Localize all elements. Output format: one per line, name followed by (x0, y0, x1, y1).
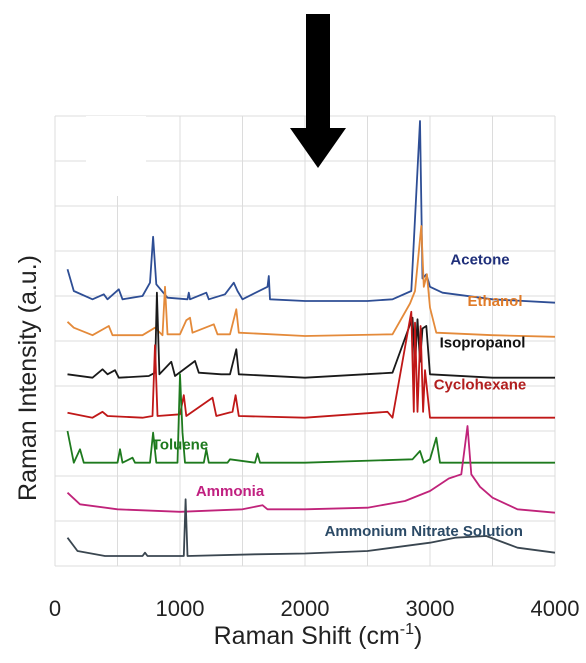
inset-blank-box (86, 116, 146, 196)
series-label-acetone: Acetone (450, 251, 509, 268)
x-axis-label: Raman Shift (cm-1) (214, 621, 423, 650)
series-traces (66, 120, 556, 557)
down-arrow-icon (290, 14, 346, 168)
series-line-toluene (66, 373, 555, 464)
x-tick-label: 1000 (156, 596, 205, 621)
x-tick-label: 3000 (406, 596, 455, 621)
series-label-isopropanol: Isopropanol (440, 335, 526, 352)
series-label-ethanol: Ethanol (468, 293, 523, 310)
x-axis-tick-labels: 0 1000 2000 3000 4000 (49, 596, 580, 621)
x-tick-label: 0 (49, 596, 61, 621)
x-axis-label-suffix: ) (414, 622, 422, 650)
series-label-ammonia: Ammonia (196, 483, 265, 500)
series-line-ethanol (66, 225, 556, 338)
series-label-ammonium-nitrate-solution: Ammonium Nitrate Solution (325, 523, 523, 540)
series-labels: Acetone Ethanol Isopropanol Cyclohexane Tolu… (152, 251, 526, 540)
x-tick-label: 4000 (531, 596, 580, 621)
series-label-cyclohexane: Cyclohexane (434, 376, 527, 393)
series-label-toluene: Toluene (152, 436, 208, 453)
x-tick-label: 2000 (281, 596, 330, 621)
x-axis-label-superscript: -1 (400, 621, 414, 638)
series-line-ammonium-nitrate-solution (66, 498, 556, 557)
series-line-acetone (66, 120, 556, 304)
series-line-ammonia (66, 425, 556, 514)
series-line-cyclohexane (67, 310, 555, 419)
y-axis-label: Raman Intensity (a.u.) (14, 255, 42, 501)
